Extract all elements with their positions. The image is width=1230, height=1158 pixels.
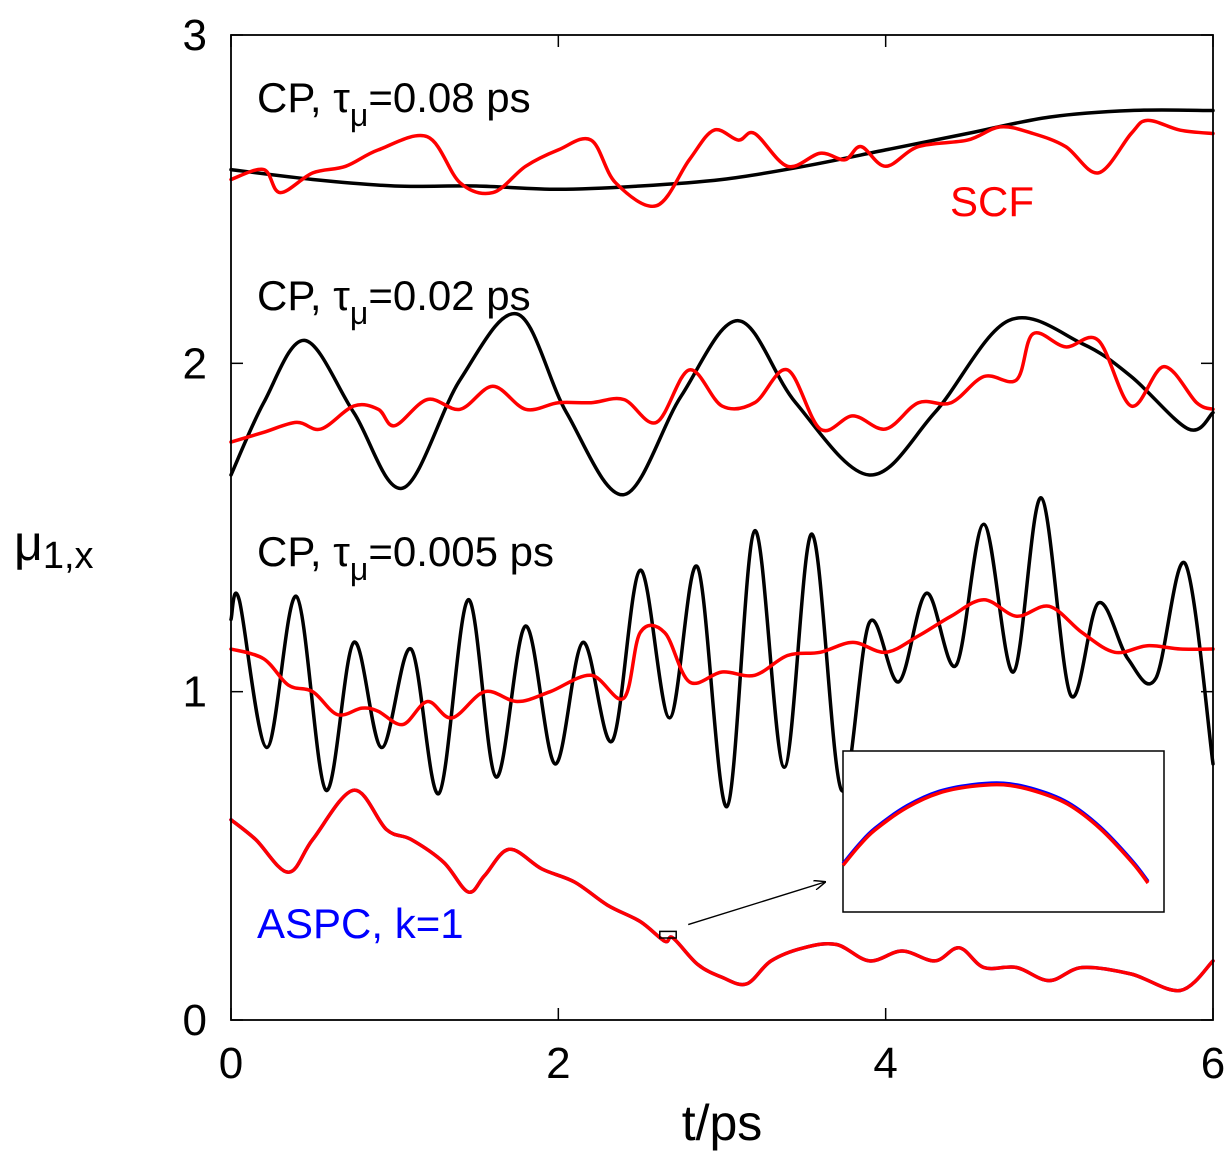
y-tick-label: 1 — [183, 668, 207, 717]
series-cp-0.005-line — [229, 496, 1215, 809]
y-tick-label: 2 — [183, 339, 207, 388]
series-layer — [229, 108, 1215, 993]
x-tick-label: 4 — [873, 1039, 897, 1088]
annotation-cp-0-005: CP, τμ=0.005 ps — [257, 528, 554, 587]
annotation-tau-value: =0.005 ps — [368, 528, 554, 575]
x-tick-label: 0 — [219, 1039, 243, 1088]
zoom-source-box — [659, 930, 677, 939]
ticks-layer: 0 2 4 6 0 1 2 3 — [183, 11, 1226, 1088]
x-tick-label: 2 — [546, 1039, 570, 1088]
annotation-scf: SCF — [950, 178, 1034, 225]
x-tick-label: 6 — [1201, 1039, 1225, 1088]
plot-frame — [230, 34, 1214, 1021]
annotation-mu-subscript: μ — [350, 295, 368, 331]
inset-scf-line — [841, 782, 1150, 885]
zoom-arrow — [687, 882, 825, 926]
annotation-cp-0-08: CP, τμ=0.08 ps — [257, 74, 531, 133]
annotation-tau: τ — [333, 528, 350, 575]
annotation-tau: τ — [333, 74, 350, 121]
annotation-tau-value: =0.08 ps — [368, 74, 530, 121]
inset-frame — [842, 750, 1165, 913]
annotation-tau: τ — [333, 272, 350, 319]
y-axis-title: μ1,x — [14, 515, 94, 577]
annotation-mu-subscript: μ — [350, 97, 368, 133]
annotation-cp-0-02: CP, τμ=0.02 ps — [257, 272, 531, 331]
series-scf-0.08-line — [229, 118, 1215, 209]
annotation-tau-value: =0.02 ps — [368, 272, 530, 319]
series-scf-0.005-line — [229, 597, 1215, 727]
inset-layer — [841, 781, 1150, 885]
y-axis-title-sub: 1,x — [43, 535, 94, 577]
annotation-cp-prefix: CP, — [257, 528, 333, 575]
annotation-aspc: ASPC, k=1 — [257, 900, 464, 947]
x-axis-title: t/ps — [682, 1095, 763, 1151]
series-scf-0.02-line — [229, 331, 1215, 444]
series-cp-0.08-line — [229, 108, 1215, 192]
y-tick-label: 0 — [183, 996, 207, 1045]
y-axis-title-main: μ — [14, 515, 43, 571]
annotation-cp-prefix: CP, — [257, 272, 333, 319]
annotation-mu-subscript: μ — [350, 551, 368, 587]
y-tick-label: 3 — [183, 11, 207, 60]
series-aspc-scf-line — [229, 788, 1215, 993]
annotation-cp-prefix: CP, — [257, 74, 333, 121]
series-cp-0.02-line — [229, 311, 1215, 497]
